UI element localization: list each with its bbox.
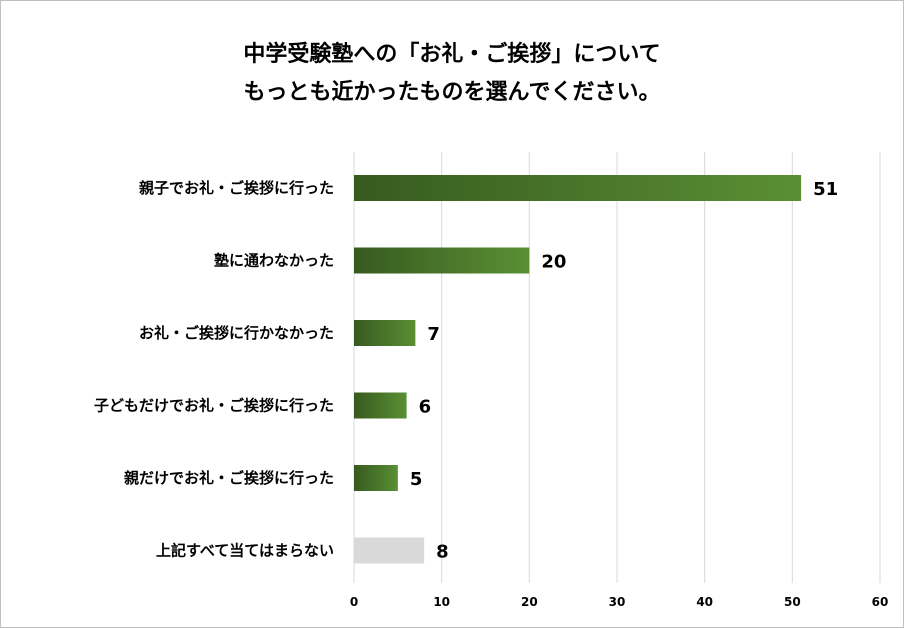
category-label: お礼・ご挨拶に行かなかった bbox=[139, 324, 334, 342]
bar bbox=[354, 465, 398, 491]
x-tick-label: 60 bbox=[872, 595, 889, 609]
data-label: 20 bbox=[541, 252, 566, 273]
data-label: 7 bbox=[427, 324, 440, 345]
labels: 0 10 20 30 40 50 60 親子でお礼・ご挨拶に行った 51 塾に通わなかった 20 お礼… bbox=[94, 179, 888, 609]
x-tick-label: 20 bbox=[521, 595, 538, 609]
bar bbox=[354, 537, 425, 564]
chart-title-line-2: もっとも近かったものを選んでください。 bbox=[243, 80, 661, 105]
bar bbox=[354, 320, 416, 346]
bar bbox=[354, 175, 802, 201]
x-tick-label: 50 bbox=[784, 595, 801, 609]
data-label: 5 bbox=[410, 469, 423, 490]
data-label: 51 bbox=[813, 179, 838, 200]
chart-title: 中学受験塾への「お礼・ご挨拶」について もっとも近かったものを選んでください。 bbox=[0, 36, 904, 112]
x-tick-label: 40 bbox=[696, 595, 713, 609]
category-label: 上記すべて当てはまらない bbox=[156, 542, 334, 560]
category-label: 親だけでお礼・ご挨拶に行った bbox=[124, 469, 334, 487]
category-label: 親子でお礼・ご挨拶に行った bbox=[139, 179, 334, 197]
x-tick-label: 30 bbox=[609, 595, 626, 609]
bar bbox=[354, 247, 530, 274]
data-label: 6 bbox=[419, 397, 432, 418]
chart-title-line-1: 中学受験塾への「お礼・ご挨拶」について bbox=[243, 42, 661, 67]
data-label: 8 bbox=[436, 542, 449, 563]
x-tick-label: 0 bbox=[350, 595, 358, 609]
bars bbox=[354, 175, 802, 564]
category-label: 塾に通わなかった bbox=[214, 252, 334, 270]
x-tick-label: 10 bbox=[433, 595, 450, 609]
bar bbox=[354, 392, 407, 419]
grid-lines bbox=[353, 152, 881, 583]
category-label: 子どもだけでお礼・ご挨拶に行った bbox=[94, 397, 334, 415]
